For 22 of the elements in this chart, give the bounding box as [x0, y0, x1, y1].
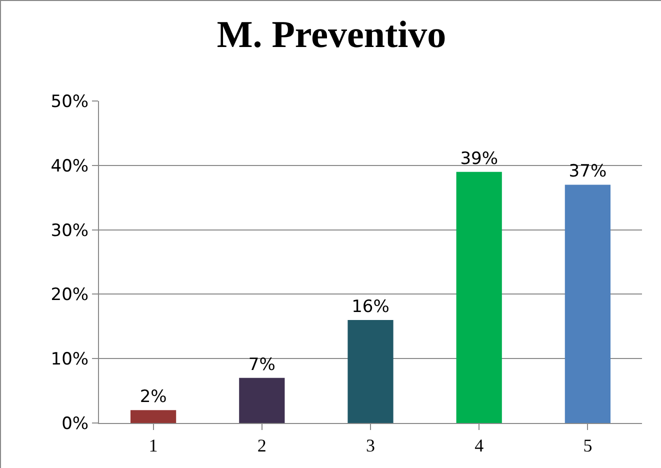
y-tick-label: 0% [62, 414, 89, 434]
y-tick-label: 40% [50, 156, 89, 176]
y-tick-label: 50% [50, 92, 89, 112]
y-tick-label: 20% [50, 285, 89, 306]
x-tick-label: 1 [148, 436, 158, 456]
data-label: 2% [140, 387, 167, 408]
bar [348, 320, 394, 423]
bar [456, 172, 502, 423]
x-tick-label: 4 [474, 436, 484, 456]
data-label: 16% [352, 296, 390, 317]
chart-title: M. Preventivo [216, 14, 446, 56]
bar [239, 378, 285, 423]
x-tick-label: 2 [257, 436, 266, 456]
y-tick-label: 10% [50, 350, 89, 370]
data-label: 37% [568, 162, 607, 182]
data-label: 39% [460, 148, 498, 169]
y-tick-label: 30% [50, 220, 89, 241]
data-label: 7% [248, 354, 276, 375]
x-tick-label: 5 [583, 436, 592, 456]
x-tick-label: 3 [366, 436, 375, 456]
bar [564, 184, 611, 423]
bar [130, 410, 176, 423]
